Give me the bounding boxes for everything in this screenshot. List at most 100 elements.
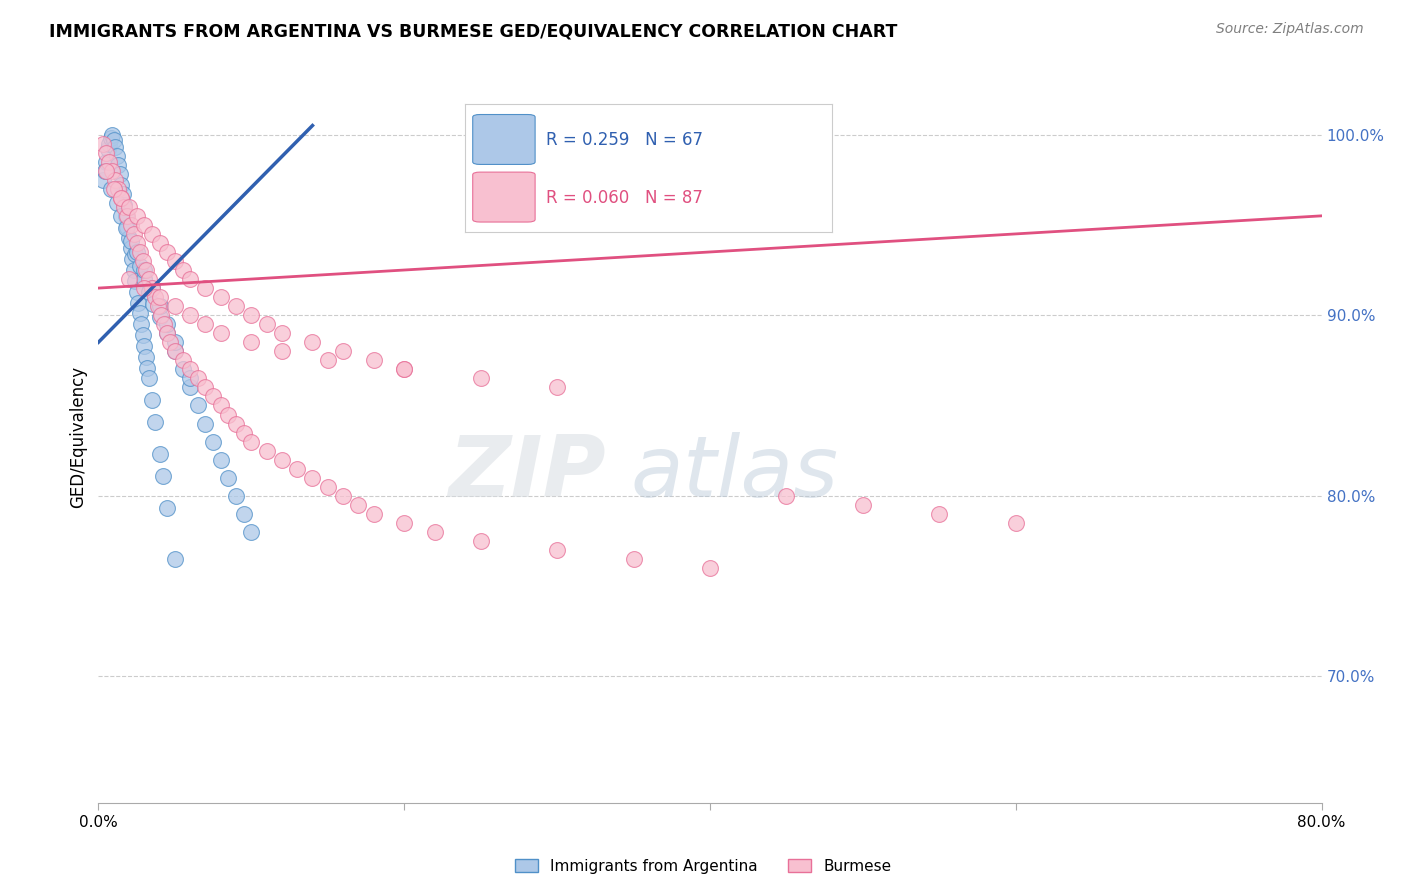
Point	[103, 133, 125, 147]
Point	[146, 299, 169, 313]
Point	[134, 281, 156, 295]
Point	[101, 128, 124, 142]
Point	[852, 498, 875, 512]
Point	[100, 182, 122, 196]
Point	[163, 254, 186, 268]
Point	[135, 350, 157, 364]
Point	[270, 452, 294, 467]
Point	[118, 200, 141, 214]
Point	[138, 371, 160, 385]
Point	[141, 281, 163, 295]
Point	[149, 290, 172, 304]
Point	[134, 218, 156, 232]
Point	[98, 136, 121, 151]
Point	[163, 552, 186, 566]
Point	[225, 489, 247, 503]
Point	[115, 221, 138, 235]
Point	[163, 299, 186, 313]
Point	[107, 158, 129, 172]
Point	[187, 399, 209, 413]
Point	[111, 187, 134, 202]
Point	[141, 392, 163, 407]
Point	[149, 310, 172, 324]
Text: Source: ZipAtlas.com: Source: ZipAtlas.com	[1216, 22, 1364, 37]
Point	[187, 371, 209, 385]
Point	[392, 362, 416, 376]
Point	[179, 272, 201, 286]
Point	[423, 524, 446, 539]
Point	[172, 362, 194, 376]
Point	[104, 140, 127, 154]
Point	[110, 209, 132, 223]
Point	[100, 131, 122, 145]
Point	[125, 235, 148, 250]
Point	[156, 317, 179, 331]
Point	[232, 507, 254, 521]
Point	[209, 452, 232, 467]
Point	[149, 299, 172, 313]
Point	[256, 317, 278, 331]
Point	[141, 227, 163, 241]
Point	[121, 252, 143, 267]
Point	[143, 415, 166, 429]
Point	[194, 417, 217, 431]
Point	[136, 360, 159, 375]
Text: ZIP: ZIP	[449, 432, 606, 516]
Point	[156, 244, 179, 259]
Point	[110, 191, 132, 205]
Point	[163, 344, 186, 359]
Point	[117, 219, 139, 234]
Point	[94, 145, 117, 160]
Point	[120, 241, 142, 255]
Point	[153, 317, 176, 331]
Point	[202, 434, 225, 449]
Point	[179, 380, 201, 394]
Point	[546, 380, 568, 394]
Point	[134, 272, 156, 286]
Point	[347, 498, 370, 512]
Point	[105, 196, 128, 211]
Point	[156, 326, 179, 341]
Point	[928, 507, 950, 521]
Point	[156, 501, 179, 516]
Point	[149, 235, 172, 250]
Point	[91, 172, 114, 186]
Point	[194, 380, 217, 394]
Point	[240, 335, 263, 350]
Point	[156, 326, 179, 341]
Point	[120, 234, 142, 248]
Legend: Immigrants from Argentina, Burmese: Immigrants from Argentina, Burmese	[509, 853, 897, 880]
Point	[194, 281, 217, 295]
Point	[1004, 516, 1026, 530]
Point	[623, 552, 645, 566]
Point	[132, 254, 155, 268]
Point	[94, 154, 117, 169]
Point	[209, 399, 232, 413]
Point	[122, 263, 145, 277]
Point	[142, 297, 165, 311]
Point	[150, 308, 173, 322]
Point	[141, 281, 163, 295]
Point	[93, 163, 115, 178]
Point	[232, 425, 254, 440]
Point	[316, 480, 339, 494]
Point	[127, 295, 149, 310]
Point	[240, 524, 263, 539]
Point	[118, 230, 141, 244]
Point	[285, 461, 308, 475]
Point	[225, 299, 247, 313]
Point	[316, 353, 339, 368]
Point	[124, 274, 146, 288]
Point	[256, 443, 278, 458]
Point	[104, 172, 127, 186]
Point	[91, 136, 114, 151]
Point	[138, 285, 160, 299]
Point	[270, 344, 294, 359]
Point	[125, 209, 148, 223]
Point	[98, 154, 121, 169]
Point	[209, 326, 232, 341]
Point	[179, 308, 201, 322]
Point	[94, 163, 117, 178]
Point	[163, 344, 186, 359]
Point	[132, 328, 155, 343]
